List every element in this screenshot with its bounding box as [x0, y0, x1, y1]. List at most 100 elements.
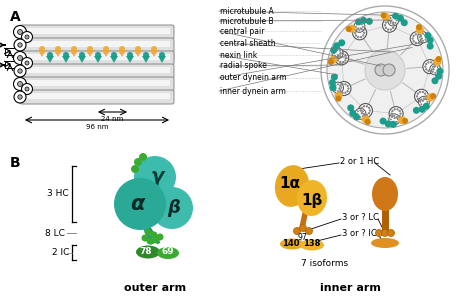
Circle shape	[416, 26, 424, 34]
Circle shape	[391, 121, 393, 123]
Circle shape	[339, 89, 341, 91]
Circle shape	[13, 26, 27, 39]
Circle shape	[424, 98, 427, 100]
Circle shape	[346, 85, 349, 87]
Circle shape	[360, 36, 362, 38]
Circle shape	[433, 65, 436, 68]
FancyBboxPatch shape	[24, 67, 170, 73]
Circle shape	[424, 65, 427, 68]
Circle shape	[21, 57, 33, 69]
Circle shape	[63, 52, 69, 58]
Circle shape	[412, 35, 415, 37]
Circle shape	[359, 116, 361, 118]
Text: nexin link: nexin link	[220, 51, 257, 60]
Circle shape	[419, 34, 421, 36]
Circle shape	[135, 46, 141, 52]
Circle shape	[418, 32, 428, 43]
Text: 140: 140	[282, 238, 300, 247]
Circle shape	[139, 153, 147, 161]
Circle shape	[362, 26, 364, 28]
Circle shape	[380, 118, 387, 125]
Circle shape	[422, 40, 424, 42]
Circle shape	[335, 84, 337, 86]
Circle shape	[425, 68, 428, 70]
Circle shape	[347, 87, 350, 90]
Circle shape	[329, 79, 336, 86]
Circle shape	[337, 56, 338, 58]
Circle shape	[334, 55, 336, 57]
Circle shape	[390, 20, 392, 22]
Circle shape	[14, 39, 26, 51]
Polygon shape	[38, 50, 46, 57]
Circle shape	[375, 229, 383, 237]
Circle shape	[344, 54, 346, 56]
Circle shape	[425, 39, 427, 41]
Circle shape	[355, 26, 357, 28]
Circle shape	[427, 93, 435, 101]
Circle shape	[134, 156, 176, 198]
Circle shape	[143, 52, 149, 58]
Polygon shape	[70, 50, 78, 57]
FancyBboxPatch shape	[20, 90, 174, 104]
Circle shape	[389, 107, 403, 121]
Polygon shape	[110, 56, 118, 63]
Circle shape	[337, 54, 339, 56]
Circle shape	[333, 52, 335, 54]
Circle shape	[423, 103, 430, 110]
Circle shape	[396, 108, 399, 110]
Circle shape	[423, 97, 425, 99]
Circle shape	[434, 65, 436, 67]
Circle shape	[392, 27, 394, 29]
Circle shape	[355, 108, 366, 119]
Circle shape	[345, 57, 347, 59]
Circle shape	[344, 92, 346, 94]
Circle shape	[389, 114, 400, 125]
Circle shape	[382, 13, 390, 21]
Circle shape	[362, 116, 370, 123]
Circle shape	[95, 52, 101, 58]
Text: inner dynein arm: inner dynein arm	[220, 86, 286, 95]
Circle shape	[131, 165, 139, 173]
Circle shape	[18, 95, 22, 99]
Circle shape	[396, 117, 399, 119]
Circle shape	[340, 52, 342, 54]
Circle shape	[344, 59, 346, 62]
Circle shape	[337, 59, 339, 62]
Circle shape	[119, 46, 125, 52]
Circle shape	[328, 59, 334, 65]
Circle shape	[111, 52, 117, 58]
Circle shape	[358, 29, 360, 31]
Text: A: A	[10, 10, 21, 24]
Circle shape	[14, 91, 26, 103]
Circle shape	[424, 92, 427, 95]
Circle shape	[437, 68, 443, 75]
Polygon shape	[78, 56, 86, 63]
Circle shape	[438, 68, 440, 70]
Ellipse shape	[300, 240, 324, 250]
Circle shape	[402, 118, 408, 124]
Circle shape	[430, 61, 432, 64]
Text: microtubule A: microtubule A	[220, 7, 274, 15]
Circle shape	[391, 110, 393, 112]
Ellipse shape	[280, 238, 304, 250]
Circle shape	[365, 113, 368, 116]
Circle shape	[127, 52, 133, 58]
Circle shape	[362, 115, 364, 117]
Text: 1α: 1α	[280, 176, 301, 191]
Circle shape	[437, 66, 438, 68]
Text: 3 or ? LC: 3 or ? LC	[342, 213, 379, 222]
Circle shape	[134, 158, 142, 166]
FancyBboxPatch shape	[24, 93, 170, 99]
Circle shape	[327, 12, 443, 128]
Circle shape	[21, 32, 33, 42]
Circle shape	[424, 32, 431, 39]
Circle shape	[18, 82, 22, 86]
Circle shape	[13, 51, 27, 64]
Circle shape	[145, 228, 152, 235]
Circle shape	[341, 92, 344, 94]
Text: radial spoke: radial spoke	[220, 61, 267, 70]
Circle shape	[361, 28, 363, 30]
Circle shape	[339, 85, 342, 87]
Circle shape	[151, 231, 157, 238]
FancyBboxPatch shape	[20, 38, 174, 52]
